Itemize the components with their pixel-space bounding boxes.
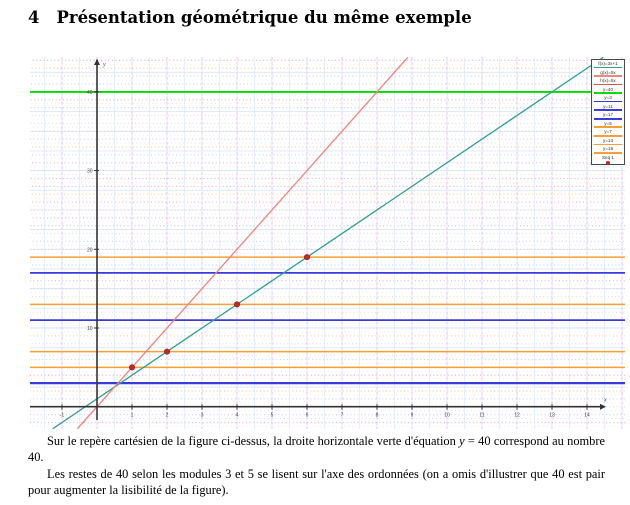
legend-item-color — [594, 100, 622, 103]
legend-item-color — [594, 152, 622, 154]
y-tick-label: 30 — [87, 169, 93, 175]
sequence-point — [234, 301, 241, 308]
legend-item-label: y=17 — [602, 112, 614, 118]
legend-item-color — [594, 66, 622, 69]
legend-item-color — [594, 109, 622, 112]
legend-point-marker — [606, 160, 610, 164]
legend: f(x)=3x+1 g(x)=5x h(x)=5x y=40 y=3 y=11 y=17 y=… — [591, 59, 625, 165]
x-tick-label: 11 — [479, 413, 484, 419]
diagonal-line — [76, 57, 409, 429]
legend-item: y=11 — [592, 104, 624, 113]
sequence-point — [303, 254, 310, 261]
legend-item-color — [594, 83, 622, 86]
diagonal-line — [52, 57, 604, 429]
legend-item-color — [594, 143, 622, 146]
legend-item-color — [594, 117, 622, 120]
legend-item: y=40 — [592, 87, 624, 96]
horizontal-lines — [30, 90, 625, 385]
paragraph-1-text: Sur le repère cartésien de la figure ci-… — [47, 434, 460, 448]
section-number: 4 — [28, 8, 40, 27]
legend-item-label: y=13 — [602, 137, 614, 143]
legend-item-color — [594, 75, 622, 77]
x-tick-label: 7 — [341, 413, 344, 419]
legend-item-label: y=19 — [602, 146, 614, 152]
legend-item: y=19 — [592, 146, 624, 155]
body-text: Sur le repère cartésien de la figure ci-… — [28, 433, 605, 499]
x-tick-label: 4 — [236, 413, 239, 419]
x-tick-label: 5 — [271, 413, 274, 419]
y-tick-label: 10 — [87, 326, 93, 332]
legend-item-label: h(x)=5x — [600, 78, 616, 84]
legend-item-label: g(x)=5x — [600, 69, 616, 75]
legend-item-color — [594, 134, 622, 137]
section-title: Présentation géométrique du même exemple — [56, 8, 472, 27]
x-tick-label: 8 — [376, 413, 379, 419]
x-tick-label: 9 — [411, 413, 414, 419]
legend-item: g(x)=5x — [592, 70, 624, 79]
legend-item-color — [594, 126, 622, 129]
legend-item: Seq 1 — [592, 155, 624, 164]
paragraph-1: Sur le repère cartésien de la figure ci-… — [28, 433, 605, 466]
y-tick-label: 20 — [87, 247, 93, 253]
legend-item-label: y=40 — [602, 86, 614, 92]
legend-item: y=7 — [592, 129, 624, 138]
paragraph-1-end: = 40 correspond au nombre 40. — [28, 434, 605, 465]
x-tick-label: 13 — [549, 413, 555, 419]
legend-item-color — [594, 92, 622, 94]
x-tick-label: 12 — [514, 413, 520, 419]
x-tick-label: -1 — [60, 413, 65, 419]
data-points — [129, 254, 310, 371]
legend-item: y=5 — [592, 121, 624, 130]
legend-item: y=3 — [592, 95, 624, 104]
legend-item-label: y=7 — [604, 129, 612, 135]
section-heading: 4 Présentation géométrique du même exempl… — [28, 8, 472, 27]
paragraph-2: Les restes de 40 selon les modules 3 et … — [28, 466, 605, 498]
sequence-point — [129, 364, 136, 371]
legend-item-label: f(x)=3x+1 — [598, 61, 618, 66]
legend-item-label: Seq 1 — [601, 155, 614, 161]
diagonal-lines — [52, 57, 604, 429]
legend-item: y=17 — [592, 112, 624, 121]
y-tick-label: 40 — [87, 90, 93, 96]
legend-item-label: y=5 — [604, 120, 612, 126]
legend-item-label: y=3 — [604, 95, 612, 101]
legend-item: y=13 — [592, 138, 624, 147]
figure-plot: x y -1 1 2 3 4 5 6 7 8 9 10 11 12 13 14 10 20 30 40 f(x)=3x+… — [30, 57, 625, 429]
x-tick-label: 2 — [166, 413, 169, 419]
x-axis-label: x — [603, 398, 607, 404]
legend-item: h(x)=5x — [592, 78, 624, 87]
x-tick-label: 1 — [131, 413, 134, 419]
sequence-point — [164, 348, 171, 355]
x-tick-label: 6 — [306, 413, 309, 419]
y-axis-label: y — [102, 62, 106, 68]
math-variable-y: y — [459, 434, 465, 448]
legend-item: f(x)=3x+1 — [592, 61, 624, 70]
x-tick-label: 3 — [201, 413, 204, 419]
x-tick-label: 14 — [584, 413, 590, 419]
x-tick-label: 10 — [444, 413, 450, 419]
legend-item-label: y=11 — [603, 103, 613, 109]
